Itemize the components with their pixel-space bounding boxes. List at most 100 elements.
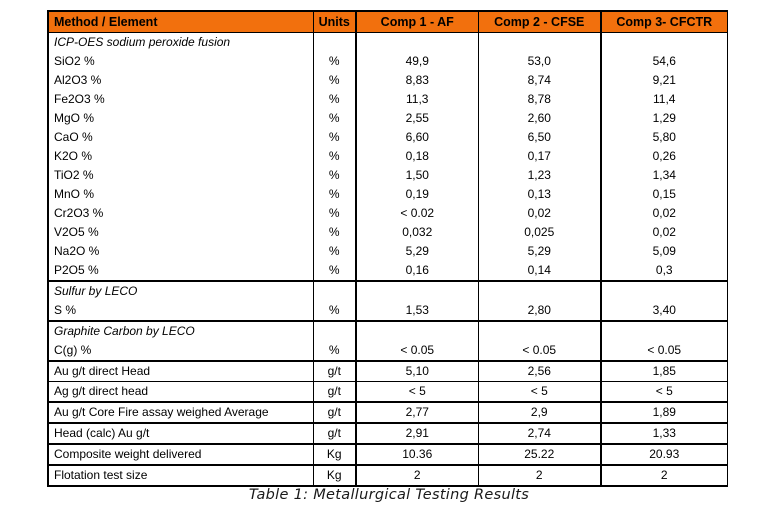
value-cell: 0,14 <box>478 261 602 281</box>
value-cell: 5,09 <box>652 244 676 258</box>
units-cell: g/t <box>313 401 357 423</box>
column-header-units: Units <box>313 11 357 33</box>
method-element-cell: Flotation test size <box>48 464 314 486</box>
data-row: Na2O %% 5,29 5,29 5,09 <box>48 242 727 261</box>
data-row: MnO %% 0,19 0,13 0,15 <box>48 185 727 204</box>
value-cell: 10.36 <box>356 443 479 465</box>
value-cell: 2,9 <box>478 401 602 423</box>
method-element-cell: Head (calc) Au g/t <box>48 422 314 444</box>
value-cell: 2,80 <box>478 301 602 321</box>
method-element-cell: MgO % <box>48 109 314 128</box>
value-cell: 8,78 <box>478 90 602 109</box>
value-cell: 5,10 <box>356 360 479 382</box>
value-cell <box>356 320 479 341</box>
method-element-cell: Fe2O3 % <box>48 90 314 109</box>
value-cell <box>601 320 727 341</box>
value-cell <box>356 32 479 52</box>
value-cell: 0,26 <box>652 149 676 163</box>
method-element-cell: Graphite Carbon by LECO <box>48 320 314 341</box>
data-row: Cr2O3 %% < 0.02 0,02 0,02 <box>48 204 727 223</box>
units-cell: g/t <box>313 360 357 382</box>
method-element-cell: ICP-OES sodium peroxide fusion <box>48 32 314 52</box>
units-cell: % <box>313 185 357 204</box>
value-cell: 1,85 <box>601 360 727 382</box>
data-row: S %% 1,53 2,80 3,40 <box>48 301 727 321</box>
value-cell: 2,74 <box>478 422 602 444</box>
value-cell: 0,19 <box>356 185 479 204</box>
column-header-comp1-af: Comp 1 - AF <box>356 11 479 33</box>
method-element-cell: Sulfur by LECO <box>48 280 314 301</box>
value-cell: 0,16 <box>356 261 479 281</box>
value-cell: 2,60 <box>478 109 602 128</box>
value-cell: 2 <box>356 464 479 486</box>
data-row: CaO %% 6,60 6,50 5,80 <box>48 128 727 147</box>
data-row: C(g) %% < 0.05 < 0.05 < 0.05 <box>48 341 727 361</box>
method-element-cell: MnO % <box>48 185 314 204</box>
value-cell: 0,17 <box>478 147 602 166</box>
metallurgical-results-table: Method / Element Units Comp 1 - AF Comp … <box>47 10 728 487</box>
value-cell: 11,4 <box>653 92 676 106</box>
units-cell: % <box>313 147 357 166</box>
method-element-cell: Ag g/t direct head <box>48 381 314 402</box>
method-element-cell: SiO2 % <box>48 52 314 71</box>
value-cell <box>356 280 479 301</box>
units-cell: % <box>313 128 357 147</box>
value-cell: < 5 <box>601 381 727 402</box>
value-cell: < 5 <box>356 381 479 402</box>
data-row: P2O5 %% 0,16 0,14 0,3 <box>48 261 727 281</box>
data-row: MgO %% 2,55 2,60 1,29 <box>48 109 727 128</box>
value-cell: < 0.05 <box>478 341 602 361</box>
method-element-cell: CaO % <box>48 128 314 147</box>
value-cell: 0,15 <box>652 187 676 201</box>
value-cell: 9,21 <box>652 73 676 87</box>
value-cell: < 0.05 <box>356 341 479 361</box>
value-cell <box>478 32 602 52</box>
data-row: Ag g/t direct head g/t < 5 < 5 < 5 <box>48 381 727 402</box>
column-header-comp2-cfse: Comp 2 - CFSE <box>478 11 602 33</box>
units-cell: % <box>313 341 357 361</box>
value-cell: 0,18 <box>356 147 479 166</box>
table-header-row: Method / Element Units Comp 1 - AF Comp … <box>48 11 727 33</box>
data-row: Flotation test size Kg 2 2 2 <box>48 464 727 486</box>
value-cell: 2 <box>478 464 602 486</box>
data-row: V2O5 %% 0,032 0,025 0,02 <box>48 223 727 242</box>
data-row: Au g/t direct Head g/t 5,10 2,56 1,85 <box>48 360 727 382</box>
value-cell: 5,80 <box>652 130 676 144</box>
value-cell: 0,02 <box>652 225 676 239</box>
section-row: ICP-OES sodium peroxide fusion <box>48 32 727 52</box>
method-element-cell: Cr2O3 % <box>48 204 314 223</box>
results-table-body: ICP-OES sodium peroxide fusion SiO2 %% 49,… <box>48 32 727 486</box>
units-cell: g/t <box>313 422 357 444</box>
section-row: Graphite Carbon by LECO <box>48 320 727 341</box>
value-cell: 53,0 <box>478 52 602 71</box>
data-row: Head (calc) Au g/t g/t 2,91 2,74 1,33 <box>48 422 727 444</box>
value-cell: < 5 <box>478 381 602 402</box>
value-cell: 1,29 <box>652 111 676 125</box>
method-element-cell: K2O % <box>48 147 314 166</box>
data-row: Al2O3 %% 8,83 8,74 9,21 <box>48 71 727 90</box>
value-cell: 3,40 <box>652 303 676 317</box>
column-header-comp3-cfctr: Comp 3- CFCTR <box>601 11 727 33</box>
units-cell <box>313 32 357 52</box>
value-cell: 2,56 <box>478 360 602 382</box>
data-row: SiO2 %% 49,9 53,0 54,6 <box>48 52 727 71</box>
value-cell: 49,9 <box>356 52 479 71</box>
column-header-method-element: Method / Element <box>48 11 314 33</box>
value-cell: 54,6 <box>652 54 676 68</box>
value-cell: 1,23 <box>478 166 602 185</box>
units-cell <box>313 280 357 301</box>
units-cell: Kg <box>313 464 357 486</box>
method-element-cell: S % <box>48 301 314 321</box>
value-cell: 0,025 <box>478 223 602 242</box>
value-cell: < 0.02 <box>356 204 479 223</box>
method-element-cell: Al2O3 % <box>48 71 314 90</box>
value-cell: 5,29 <box>478 242 602 261</box>
data-row: TiO2 %% 1,50 1,23 1,34 <box>48 166 727 185</box>
value-cell: 0,02 <box>478 204 602 223</box>
units-cell: % <box>313 52 357 71</box>
value-cell: 1,89 <box>601 401 727 423</box>
value-cell: 6,60 <box>356 128 479 147</box>
method-element-cell: Na2O % <box>48 242 314 261</box>
units-cell: % <box>313 204 357 223</box>
